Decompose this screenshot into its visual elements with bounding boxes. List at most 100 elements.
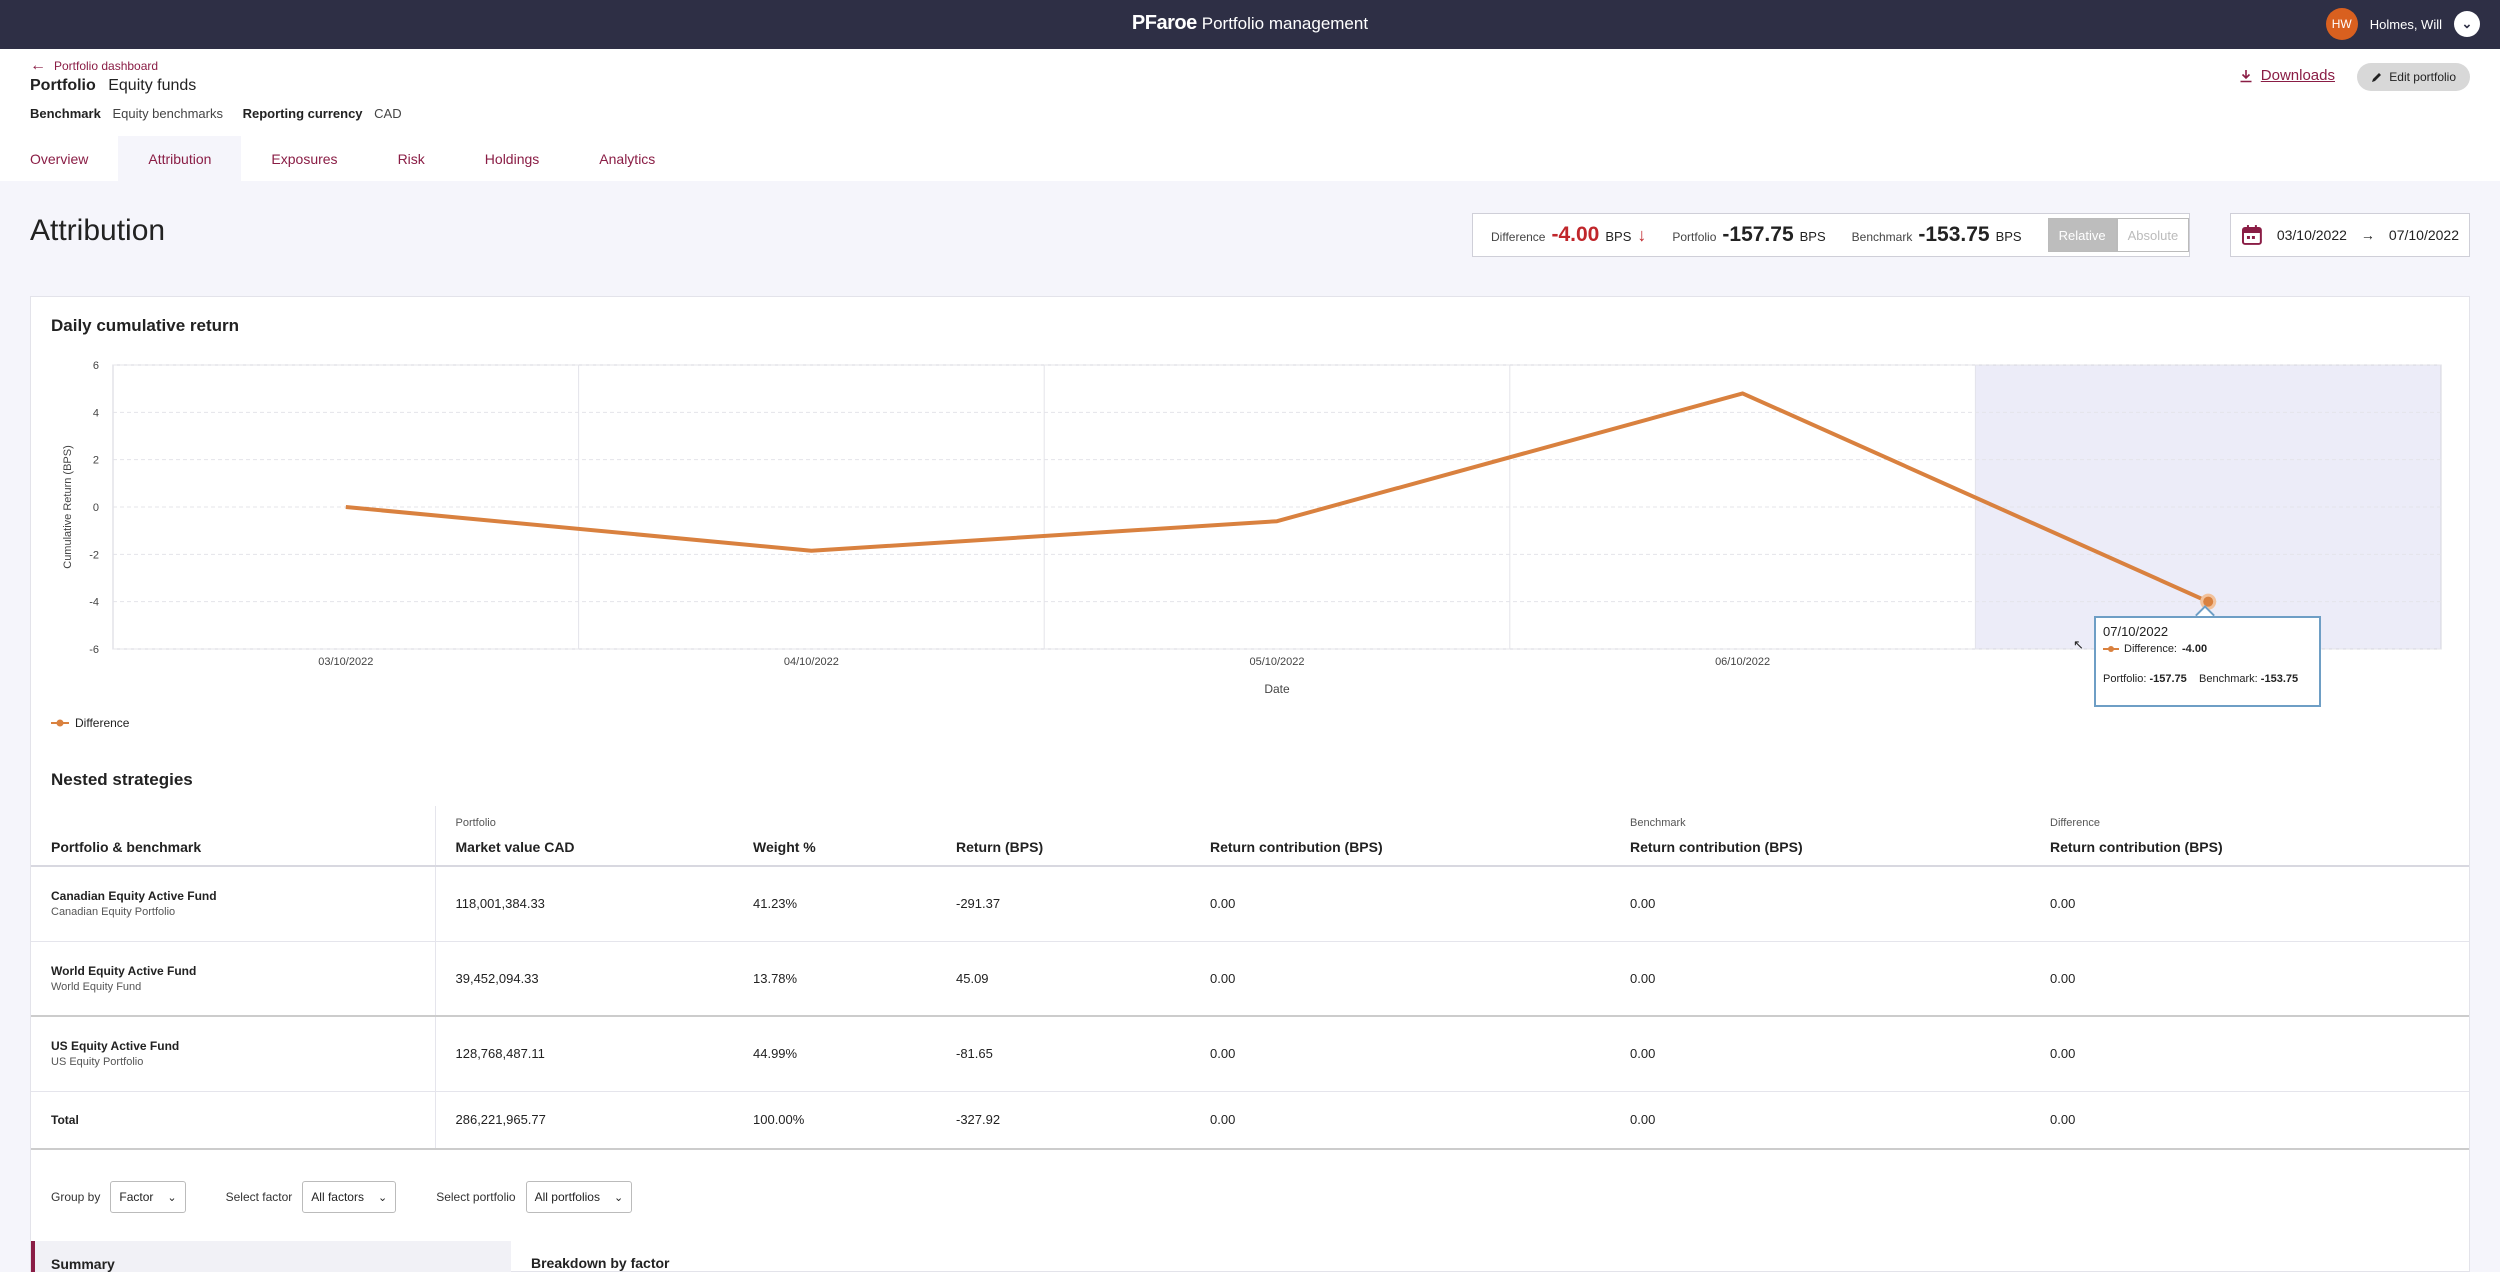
x-tick-label: 05/10/2022 — [1249, 656, 1304, 668]
downloads-label[interactable]: Downloads — [2260, 67, 2335, 84]
top-bar: PFaroe Portfolio management HW Holmes, W… — [0, 0, 2500, 49]
portfolio-title: Portfolio Equity funds — [30, 77, 196, 95]
relative-toggle-button[interactable]: Relative — [2047, 218, 2117, 252]
total-label: Total — [51, 1112, 79, 1127]
edit-portfolio-label[interactable]: Edit portfolio — [2389, 70, 2456, 84]
user-name[interactable]: Holmes, Will — [2369, 16, 2442, 32]
group-portfolio-label: Portfolio — [455, 817, 496, 829]
back-to-dashboard-link[interactable]: ← Portfolio dashboard — [30, 57, 158, 75]
chevron-down-icon[interactable]: ⌄ — [2454, 11, 2480, 37]
tooltip-difference-row: Difference: -4.00 — [2103, 643, 2312, 655]
weight-cell: 44.99% — [753, 1046, 798, 1062]
pencil-icon — [2372, 73, 2382, 82]
total-market-value: 286,221,965.77 — [455, 1112, 546, 1128]
user-menu[interactable]: HW Holmes, Will ⌄ — [2325, 8, 2480, 40]
table-row[interactable]: US Equity Active Fund US Equity Portfolio… — [31, 1016, 2469, 1091]
return-cell: 45.09 — [956, 970, 989, 986]
factor-value[interactable]: All factors — [311, 1190, 364, 1204]
edit-portfolio-button[interactable]: Edit portfolio — [2357, 63, 2470, 91]
tab-risk[interactable]: Risk — [397, 150, 425, 167]
nested-strategies-title: Nested strategies — [51, 770, 193, 789]
chevron-down-icon: ⌄ — [377, 1191, 388, 1204]
table-header-row: Portfolio & benchmark Portfolio Market va… — [31, 806, 2469, 866]
arrow-left-icon[interactable]: ← — [30, 57, 46, 74]
col-header-label: Return contribution (BPS) — [1210, 839, 1383, 855]
factor-select[interactable]: All factors ⌄ — [302, 1181, 397, 1213]
tab-analytics[interactable]: Analytics — [599, 150, 656, 167]
return-cell: -291.37 — [956, 896, 1001, 912]
tooltip-difference-label: Difference: — [2124, 643, 2177, 655]
col-return-contribution: Return contribution (BPS) — [1210, 806, 1630, 866]
benchmark-summary: Benchmark -153.75 BPS — [1852, 223, 2022, 247]
fund-cell: US Equity Active Fund US Equity Portfolio — [31, 1016, 436, 1091]
col-header-label: Return contribution (BPS) — [1630, 839, 1803, 855]
x-axis-title: Date — [1264, 682, 1290, 696]
contribution-cell: 0.00 — [1210, 970, 1236, 986]
difference-contribution-cell: 0.00 — [2050, 896, 2076, 912]
portfolio-value[interactable]: All portfolios — [534, 1190, 600, 1204]
portfolio-meta: Benchmark Equity benchmarks Reporting cu… — [30, 106, 418, 121]
tab-attribution[interactable]: Attribution — [118, 136, 242, 181]
portfolio-name: Equity funds — [108, 77, 197, 94]
difference-value: -4.00 — [1551, 223, 1600, 246]
tab-holdings[interactable]: Holdings — [484, 150, 540, 167]
portfolio-sum-label: Portfolio — [1672, 230, 1717, 244]
y-tick-label: 0 — [93, 502, 99, 514]
benchmark-value: Equity benchmarks — [112, 106, 223, 121]
table-row[interactable]: World Equity Active Fund World Equity Fun… — [31, 941, 2469, 1016]
benchmark-contribution-cell: 0.00 — [1630, 1046, 1656, 1062]
date-range-picker[interactable]: 03/10/2022 → 07/10/2022 — [2230, 213, 2470, 257]
benchmark-contribution-cell: 0.00 — [1630, 896, 1656, 912]
app-brand: PFaroe Portfolio management — [0, 12, 2500, 35]
legend-label[interactable]: Difference — [75, 716, 130, 730]
total-contribution: 0.00 — [1210, 1112, 1236, 1128]
tooltip-date: 07/10/2022 — [2103, 624, 2169, 639]
tooltip-marker — [2103, 646, 2119, 652]
tab-overview[interactable]: Overview — [30, 150, 89, 167]
contribution-cell: 0.00 — [1210, 1046, 1236, 1062]
absolute-toggle-button[interactable]: Absolute — [2116, 218, 2190, 252]
select-portfolio-label: Select portfolio — [436, 1190, 516, 1204]
tab-bar: Overview Attribution Exposures Risk Hold… — [0, 136, 685, 181]
downloads-link[interactable]: Downloads — [2239, 67, 2335, 84]
benchmark-label: Benchmark — [30, 106, 101, 121]
back-link-label[interactable]: Portfolio dashboard — [54, 59, 159, 73]
end-date[interactable]: 07/10/2022 — [2388, 227, 2459, 243]
relative-absolute-toggle[interactable]: Relative Absolute — [2047, 218, 2190, 252]
chart-title: Daily cumulative return — [51, 316, 240, 335]
col-header-label: Weight % — [753, 839, 816, 855]
start-date[interactable]: 03/10/2022 — [2276, 227, 2347, 243]
summary-tab[interactable]: Summary — [31, 1241, 511, 1272]
select-factor-label: Select factor — [225, 1190, 293, 1204]
nested-strategies-table: Portfolio & benchmark Portfolio Market va… — [31, 806, 2469, 1150]
col-portfolio-benchmark: Portfolio & benchmark — [31, 806, 436, 866]
download-icon[interactable] — [2239, 69, 2253, 83]
difference-summary: Difference -4.00 BPS ↓ — [1491, 223, 1646, 247]
col-return: Return (BPS) — [956, 806, 1210, 866]
series-line-difference — [345, 391, 2210, 604]
benchmark-sum-unit: BPS — [1995, 229, 2022, 244]
portfolio-header: ← Portfolio dashboard Portfolio Equity f… — [0, 49, 2500, 181]
col-weight: Weight % — [753, 806, 956, 866]
weight-cell: 13.78% — [753, 970, 798, 986]
currency-label: Reporting currency — [242, 106, 363, 121]
y-tick-label: -4 — [89, 597, 99, 609]
col-market-value: Portfolio Market value CAD — [435, 806, 753, 866]
table-row[interactable]: Canadian Equity Active Fund Canadian Equi… — [31, 866, 2469, 941]
calendar-icon[interactable] — [2241, 224, 2263, 246]
portfolio-summary: Portfolio -157.75 BPS — [1672, 223, 1825, 247]
portfolio-select[interactable]: All portfolios ⌄ — [525, 1181, 633, 1213]
avatar[interactable]: HW — [2325, 8, 2358, 40]
market-value-cell: 128,768,487.11 — [455, 1046, 545, 1062]
tab-exposures[interactable]: Exposures — [271, 150, 338, 167]
chevron-down-icon: ⌄ — [167, 1191, 177, 1204]
group-by-value[interactable]: Factor — [119, 1190, 154, 1204]
group-by-select[interactable]: Factor ⌄ — [110, 1181, 186, 1213]
tooltip-benchmark-label: Benchmark: — [2199, 673, 2258, 685]
difference-label: Difference — [1491, 230, 1546, 244]
y-tick-label: 2 — [93, 455, 99, 467]
x-tick-label: 03/10/2022 — [318, 656, 373, 668]
chevron-down-icon: ⌄ — [613, 1191, 624, 1204]
chart-legend[interactable]: Difference — [51, 716, 129, 730]
portfolio-sum-value: -157.75 — [1722, 223, 1794, 246]
